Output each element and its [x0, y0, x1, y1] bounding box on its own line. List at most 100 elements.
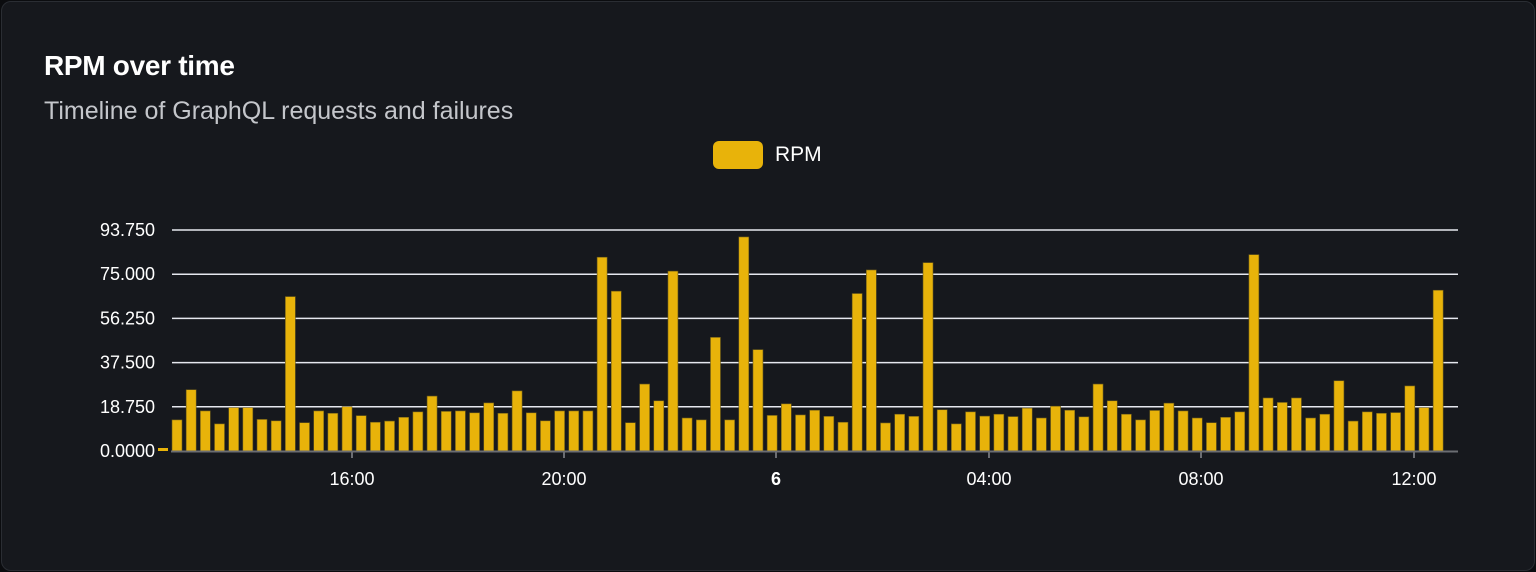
bar [781, 403, 792, 452]
bar [979, 415, 990, 452]
bar [1050, 405, 1061, 452]
x-tick-label: 20:00 [541, 469, 586, 489]
bar [1163, 402, 1175, 452]
bar [511, 390, 523, 452]
bar [695, 419, 707, 452]
bar [1262, 397, 1274, 452]
bar [894, 413, 905, 452]
x-tick-label: 08:00 [1178, 469, 1223, 489]
y-tick-label: 75.000 [100, 264, 155, 284]
y-tick-label: 56.250 [100, 308, 155, 328]
legend-swatch [713, 141, 763, 169]
bar [214, 423, 225, 452]
bar [455, 410, 466, 452]
bar [951, 423, 962, 452]
bar [412, 411, 424, 452]
bar [1291, 397, 1302, 452]
legend-item-rpm[interactable]: RPM [713, 141, 822, 169]
bar [965, 411, 976, 452]
y-tick-label: 0.0000 [100, 441, 155, 461]
bar [256, 419, 268, 452]
bar [1432, 289, 1444, 452]
x-tick-label: 04:00 [966, 469, 1011, 489]
bar [851, 293, 863, 452]
chart-title: RPM over time [44, 50, 235, 81]
y-tick-label: 93.750 [100, 220, 155, 240]
bar [327, 412, 339, 452]
bar [568, 410, 580, 452]
bar [738, 236, 750, 452]
bar [837, 421, 849, 452]
bar [1333, 380, 1345, 452]
chart-subtitle: Timeline of GraphQL requests and failure… [44, 97, 514, 125]
bar [596, 256, 608, 452]
bar [866, 269, 877, 452]
bar [908, 416, 920, 452]
bar [639, 383, 650, 452]
bar [1319, 413, 1331, 452]
x-tick-label: 6 [771, 469, 781, 489]
bar [653, 400, 665, 452]
bar [1007, 416, 1019, 452]
bar [1390, 412, 1401, 452]
bar [1418, 407, 1430, 452]
bar [1191, 417, 1203, 452]
bar [497, 412, 509, 452]
bar [1064, 409, 1076, 452]
bar-stub [158, 448, 168, 451]
bar [469, 412, 480, 452]
bar [540, 420, 551, 452]
bar [185, 389, 197, 452]
bar [242, 407, 254, 452]
bar [681, 417, 693, 452]
bar [426, 395, 438, 452]
bar [554, 410, 565, 452]
bar [1177, 410, 1189, 452]
bar [313, 410, 325, 452]
bar [483, 402, 495, 452]
x-tick-label: 16:00 [329, 469, 374, 489]
bar [1248, 254, 1260, 452]
bar [1347, 420, 1359, 452]
bar [1106, 400, 1118, 452]
bar [936, 409, 948, 452]
bar [384, 420, 395, 452]
bar [1206, 422, 1217, 452]
bar [724, 419, 735, 452]
bar [823, 416, 835, 452]
bar [1149, 410, 1161, 452]
bar [667, 270, 679, 452]
bar [922, 262, 934, 452]
bar [341, 406, 353, 452]
bar [1036, 417, 1047, 452]
bar [582, 410, 594, 452]
bar [370, 421, 381, 452]
bar [752, 349, 764, 452]
bar [270, 420, 282, 452]
bar [1305, 417, 1316, 452]
bar [610, 290, 622, 452]
bar [1121, 413, 1132, 452]
bar [1092, 383, 1104, 452]
y-tick-label: 18.750 [100, 397, 155, 417]
bar [355, 415, 367, 452]
bar [525, 412, 537, 452]
bar [766, 415, 778, 452]
bar [398, 416, 410, 452]
bar [880, 422, 891, 452]
bar [809, 409, 820, 452]
bar [200, 410, 211, 452]
bar [1361, 411, 1373, 452]
bar [625, 422, 636, 452]
bar [1234, 411, 1246, 452]
bar [228, 407, 239, 452]
bar [1404, 385, 1416, 452]
y-tick-label: 37.500 [100, 353, 155, 373]
bar [1220, 416, 1231, 452]
legend-label: RPM [775, 143, 822, 166]
bar [710, 337, 721, 452]
bar [1078, 416, 1090, 452]
bar [1021, 407, 1033, 452]
